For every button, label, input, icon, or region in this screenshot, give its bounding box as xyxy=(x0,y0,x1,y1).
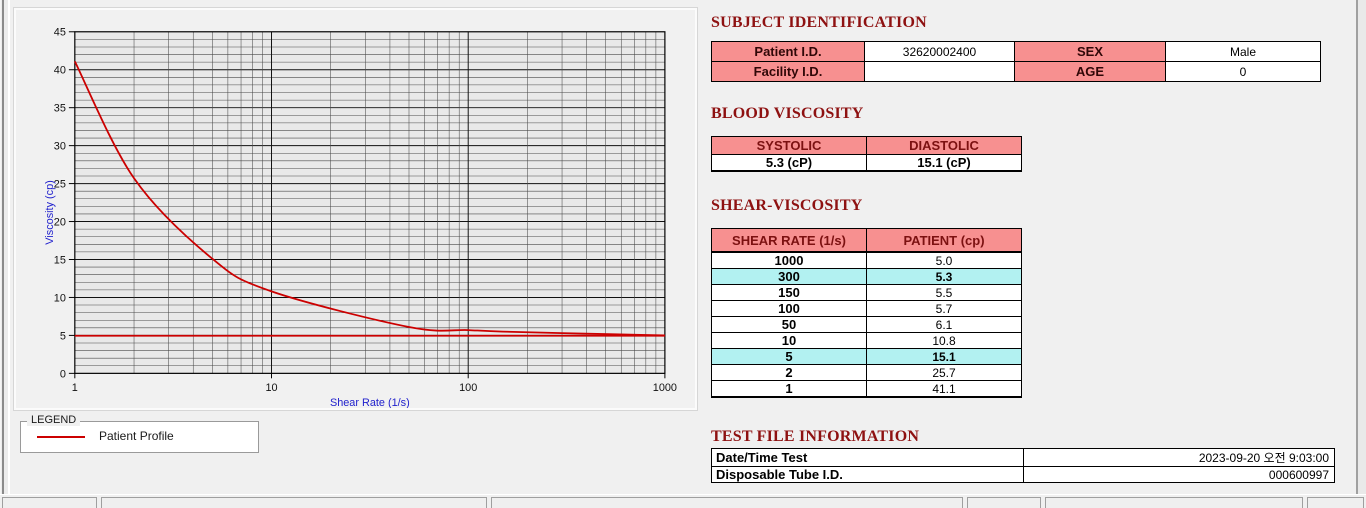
svg-text:5: 5 xyxy=(60,330,66,342)
blood-viscosity-table: SYSTOLIC DIASTOLIC 5.3 (cP) 15.1 (cP) xyxy=(711,136,1022,172)
svg-text:35: 35 xyxy=(54,103,66,115)
shear-rate-cell: 1 xyxy=(711,380,867,398)
shear-rate-cell: 150 xyxy=(711,284,867,301)
test-file-label-cell: Date/Time Test xyxy=(711,448,1024,467)
subject-identification-table: Patient I.D. 32620002400 SEX Male Facility I… xyxy=(711,41,1321,82)
blood-value-systolic: 5.3 (cP) xyxy=(711,154,867,172)
shear-viscosity-row: 1 41.1 xyxy=(711,380,1022,398)
patient-viscosity-cell: 15.1 xyxy=(866,348,1022,365)
svg-text:25: 25 xyxy=(54,179,66,191)
svg-text:1: 1 xyxy=(72,382,78,394)
subject-value-cell xyxy=(864,61,1015,82)
shear-rate-cell: 50 xyxy=(711,316,867,333)
legend-series-label: Patient Profile xyxy=(99,429,174,443)
shear-rate-cell: 5 xyxy=(711,348,867,365)
subject-value-cell: 0 xyxy=(1165,61,1321,82)
test-file-row: Disposable Tube I.D. 000600997 xyxy=(711,466,1335,483)
subject-row: Patient I.D. 32620002400 SEX Male xyxy=(711,41,1321,62)
subject-label-cell: Facility I.D. xyxy=(711,61,865,82)
patient-viscosity-cell: 10.8 xyxy=(866,332,1022,349)
toolbar-segment[interactable] xyxy=(2,497,97,508)
svg-text:20: 20 xyxy=(54,217,66,229)
patient-viscosity-cell: 5.0 xyxy=(866,251,1022,269)
svg-text:100: 100 xyxy=(459,382,477,394)
shear-rate-cell: 1000 xyxy=(711,251,867,269)
subject-label-cell: AGE xyxy=(1014,61,1166,82)
shear-rate-cell: 10 xyxy=(711,332,867,349)
patient-cp-header: PATIENT (cp) xyxy=(866,228,1022,253)
shear-viscosity-row: 10 10.8 xyxy=(711,332,1022,349)
shear-rate-header: SHEAR RATE (1/s) xyxy=(711,228,867,253)
right-scrollbar[interactable] xyxy=(1356,0,1366,508)
blood-header-diastolic: DIASTOLIC xyxy=(866,136,1022,155)
patient-viscosity-cell: 25.7 xyxy=(866,364,1022,381)
subject-label-cell: SEX xyxy=(1014,41,1166,62)
section-title-subject-identification: SUBJECT IDENTIFICATION xyxy=(711,14,927,31)
svg-text:1000: 1000 xyxy=(653,382,677,394)
section-title-blood-viscosity: BLOOD VISCOSITY xyxy=(711,105,864,122)
patient-viscosity-cell: 41.1 xyxy=(866,380,1022,398)
toolbar-segment[interactable] xyxy=(1045,497,1303,508)
subject-label-cell: Patient I.D. xyxy=(711,41,865,62)
subject-row: Facility I.D. AGE 0 xyxy=(711,61,1321,82)
shear-viscosity-table: SHEAR RATE (1/s) PATIENT (cp) 1000 5.0 300 5.… xyxy=(711,228,1022,398)
toolbar-segment[interactable] xyxy=(491,497,963,508)
test-file-label-cell: Disposable Tube I.D. xyxy=(711,466,1024,483)
shear-rate-cell: 300 xyxy=(711,268,867,285)
patient-profile-line-swatch xyxy=(37,436,85,438)
svg-text:10: 10 xyxy=(265,382,277,394)
section-title-test-file-information: TEST FILE INFORMATION xyxy=(711,428,920,445)
left-splitter[interactable] xyxy=(0,0,10,508)
test-file-value-cell: 000600997 xyxy=(1023,466,1335,483)
shear-viscosity-row: 2 25.7 xyxy=(711,364,1022,381)
patient-viscosity-cell: 5.5 xyxy=(866,284,1022,301)
patient-viscosity-cell: 6.1 xyxy=(866,316,1022,333)
svg-text:Viscosity (cp): Viscosity (cp) xyxy=(44,180,56,244)
patient-viscosity-cell: 5.7 xyxy=(866,300,1022,317)
shear-viscosity-chart: 0 5 10 15 20 25 30 35 40 45 1 10 100 1000 Shear Rate (… xyxy=(44,27,677,408)
svg-text:Shear Rate (1/s): Shear Rate (1/s) xyxy=(330,397,410,408)
test-file-value-cell: 2023-09-20 오전 9:03:00 xyxy=(1023,448,1335,467)
bottom-toolbar xyxy=(0,494,1366,508)
shear-viscosity-row: 50 6.1 xyxy=(711,316,1022,333)
toolbar-segment[interactable] xyxy=(101,497,487,508)
patient-viscosity-cell: 5.3 xyxy=(866,268,1022,285)
toolbar-segment[interactable] xyxy=(967,497,1041,508)
legend-title: LEGEND xyxy=(27,414,81,426)
svg-text:40: 40 xyxy=(54,65,66,77)
shear-viscosity-row: 100 5.7 xyxy=(711,300,1022,317)
chart-legend: LEGEND Patient Profile xyxy=(20,414,259,453)
svg-text:30: 30 xyxy=(54,141,66,153)
toolbar-segment[interactable] xyxy=(1307,497,1364,508)
blood-header-systolic: SYSTOLIC xyxy=(711,136,867,155)
shear-viscosity-row: 150 5.5 xyxy=(711,284,1022,301)
test-file-row: Date/Time Test 2023-09-20 오전 9:03:00 xyxy=(711,448,1335,467)
subject-value-cell: Male xyxy=(1165,41,1321,62)
viscosity-chart-panel: 0 5 10 15 20 25 30 35 40 45 1 10 100 1000 Shear Rate (… xyxy=(13,7,698,411)
svg-text:45: 45 xyxy=(54,27,66,39)
shear-viscosity-row: 300 5.3 xyxy=(711,268,1022,285)
svg-text:15: 15 xyxy=(54,254,66,266)
shear-viscosity-row: 5 15.1 xyxy=(711,348,1022,365)
shear-rate-cell: 100 xyxy=(711,300,867,317)
svg-text:10: 10 xyxy=(54,292,66,304)
shear-viscosity-row: 1000 5.0 xyxy=(711,251,1022,269)
svg-text:0: 0 xyxy=(60,368,66,380)
blood-value-diastolic: 15.1 (cP) xyxy=(866,154,1022,172)
shear-rate-cell: 2 xyxy=(711,364,867,381)
test-file-information-table: Date/Time Test 2023-09-20 오전 9:03:00 Dispo… xyxy=(711,448,1335,483)
subject-value-cell: 32620002400 xyxy=(864,41,1015,62)
section-title-shear-viscosity: SHEAR-VISCOSITY xyxy=(711,197,863,214)
